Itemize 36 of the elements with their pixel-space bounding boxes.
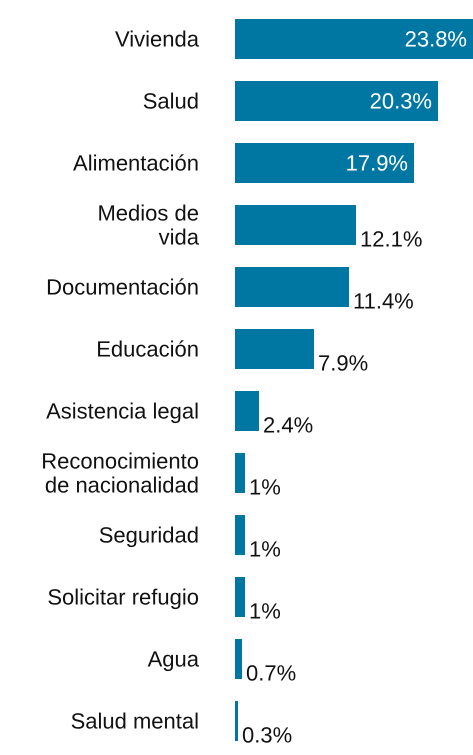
bar: [235, 639, 242, 679]
y-tick-label: Educación: [96, 336, 199, 362]
bar: [235, 143, 414, 183]
y-tick-label: Vivienda: [115, 26, 200, 52]
bar: [235, 577, 245, 617]
y-tick-label: Salud: [142, 88, 199, 114]
y-tick-label: Reconocimiento de nacionalidad: [41, 448, 199, 498]
bar: [235, 391, 259, 431]
bar: [235, 515, 245, 555]
bar: [235, 19, 473, 59]
bar: [235, 81, 438, 121]
y-tick-label: Medios de vida: [97, 200, 200, 250]
data-label: 17.9%: [346, 150, 408, 176]
bar: [235, 205, 356, 245]
y-tick-label: Asistencia legal: [46, 398, 199, 424]
data-label: 12.1%: [360, 226, 422, 252]
data-label: 11.4%: [353, 288, 414, 314]
data-label: 23.8%: [404, 26, 467, 52]
data-label: 2.4%: [263, 412, 314, 438]
y-tick-label: Salud mental: [70, 708, 199, 734]
y-tick-label: Agua: [148, 646, 200, 672]
data-label: 0.7%: [246, 660, 296, 686]
y-tick-label: Solicitar refugio: [47, 584, 199, 610]
bar: [235, 701, 238, 741]
data-label: 1%: [249, 536, 281, 562]
data-label: 1%: [249, 474, 281, 500]
data-label: 7.9%: [318, 350, 368, 376]
y-tick-label: Alimentación: [73, 150, 199, 176]
data-label: 1%: [249, 598, 281, 624]
bar: [235, 453, 245, 493]
data-label: 0.3%: [242, 722, 292, 748]
data-label: 20.3%: [370, 88, 432, 114]
y-tick-label: Seguridad: [98, 522, 199, 548]
y-tick-label: Documentación: [46, 274, 199, 300]
bar: [235, 329, 314, 369]
bar: [235, 267, 349, 307]
